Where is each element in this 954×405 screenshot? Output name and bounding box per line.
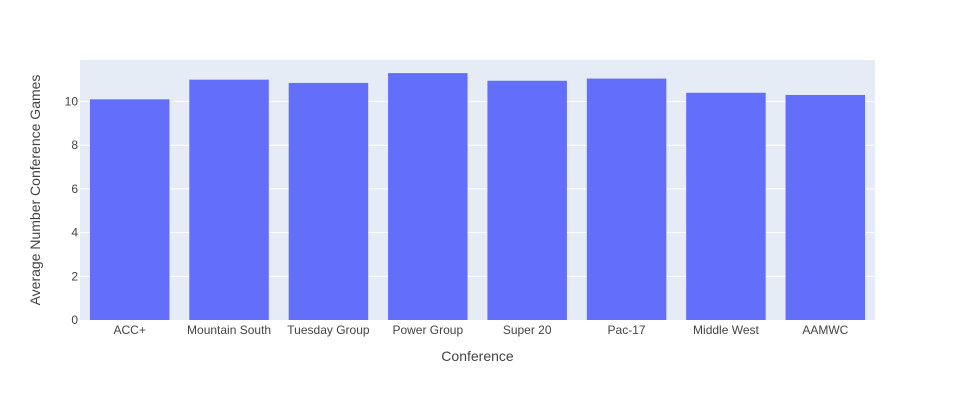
bar [388,73,468,320]
bar [686,92,766,321]
y-tick-label: 10 [65,95,79,109]
bar [288,82,369,320]
x-axis-title: Conference [441,348,514,364]
bar [785,94,866,321]
y-axis-title: Average Number Conference Games [27,75,43,306]
y-tick-label: 2 [71,269,78,283]
x-tick-label: Pac-17 [608,323,646,337]
y-tick-label: 6 [71,182,78,196]
bar [189,79,269,320]
bar [89,99,170,320]
bar [586,78,667,320]
bar [487,80,567,320]
y-tick-label: 8 [71,138,78,152]
x-tick-label: Mountain South [187,323,271,337]
x-tick-label: Tuesday Group [287,323,370,337]
y-tick-label: 4 [71,226,78,240]
x-tick-label: AAMWC [802,323,848,337]
bars [89,73,866,321]
x-axis-ticks: ACC+ Mountain South Tuesday Group Power Gro… [114,323,849,337]
x-tick-label: ACC+ [114,323,146,337]
x-tick-label: Super 20 [503,323,552,337]
y-axis-ticks: 0 2 4 6 8 10 [65,95,79,327]
x-tick-label: Power Group [392,323,463,337]
x-tick-label: Middle West [693,323,759,337]
y-tick-label: 0 [71,313,78,327]
